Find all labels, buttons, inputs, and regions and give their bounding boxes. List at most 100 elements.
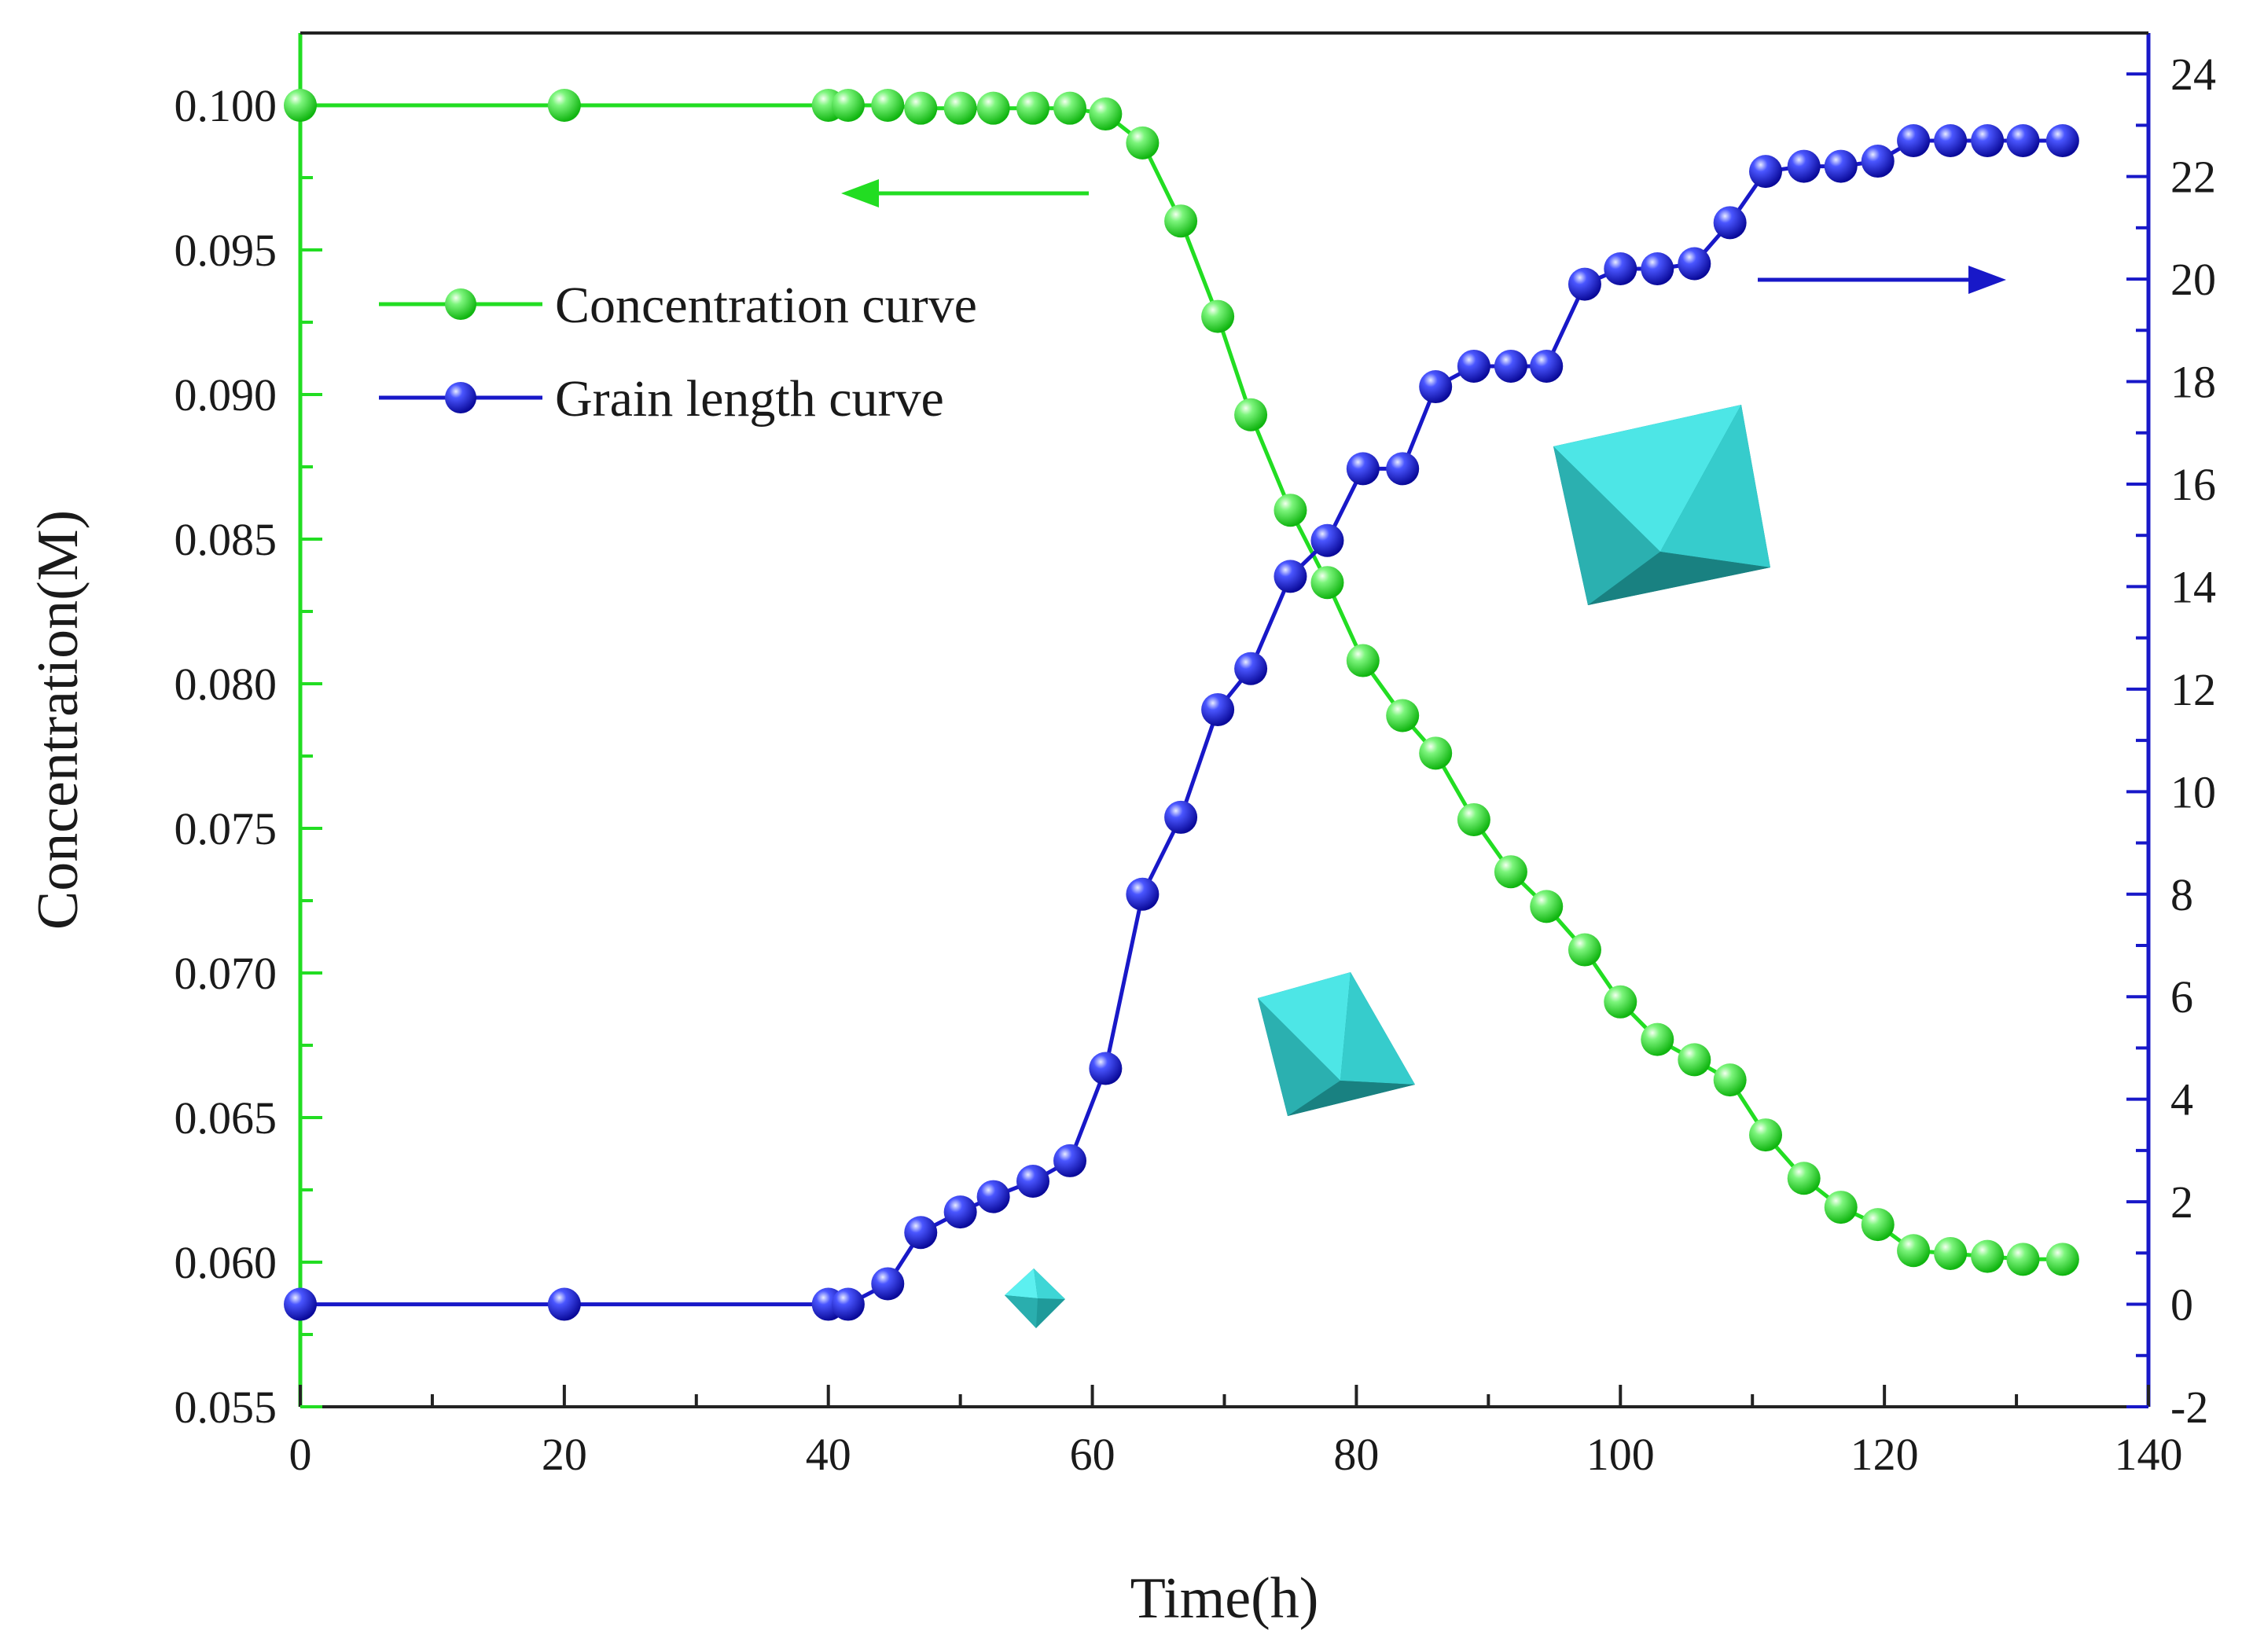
y2-tick-label: 12 [2170, 664, 2216, 715]
y-left-ticks: 0.055 0.060 0.065 0.070 0.075 0.080 0.085 0.090… [175, 80, 322, 1433]
x-tick-label: 60 [1070, 1429, 1115, 1480]
data-point [1386, 452, 1420, 486]
y2-tick-label: -2 [2170, 1382, 2208, 1433]
y-tick-label: 0.075 [175, 803, 277, 854]
data-point [1016, 1165, 1050, 1199]
x-ticks: 0 20 40 60 80 100 120 140 [289, 1385, 2183, 1480]
data-point [1971, 1239, 2005, 1273]
data-point [1386, 699, 1420, 732]
y2-tick-label: 22 [2170, 152, 2216, 203]
y-tick-label: 0.100 [175, 80, 277, 131]
y2-tick-label: 16 [2170, 459, 2216, 510]
data-point [943, 91, 977, 125]
data-point [284, 89, 317, 122]
grain-length-series [284, 123, 2079, 1321]
medium-crystal-image [1258, 972, 1415, 1116]
data-point [1787, 149, 1821, 183]
x-axis-title: Time(h) [1130, 1566, 1319, 1631]
data-point [1678, 1043, 1711, 1077]
data-point [284, 1287, 317, 1321]
y-tick-label: 0.085 [175, 514, 277, 565]
data-point [1713, 1063, 1747, 1097]
concentration-series [284, 89, 2079, 1276]
x-tick-label: 20 [542, 1429, 587, 1480]
x-tick-label: 120 [1851, 1429, 1919, 1480]
data-point [1530, 890, 1564, 923]
data-point [1201, 692, 1235, 726]
y2-tick-label: 14 [2170, 561, 2216, 612]
data-point [1016, 91, 1050, 125]
y-tick-label: 0.055 [175, 1382, 277, 1433]
data-point [1201, 299, 1235, 333]
y-tick-label: 0.065 [175, 1092, 277, 1144]
data-point [1971, 123, 2005, 157]
legend-item-grain: Grain length curve [379, 370, 944, 428]
data-point [1310, 566, 1344, 600]
data-point [904, 91, 938, 125]
legend: Concentration curve Grain length curve [379, 277, 977, 428]
x-tick-label: 40 [806, 1429, 851, 1480]
data-point [1824, 1191, 1858, 1224]
data-point [1530, 349, 1564, 383]
data-point [1234, 398, 1268, 431]
y-axis-title: Concentration(M) [26, 510, 90, 930]
data-point [831, 1287, 865, 1321]
data-point [1749, 1118, 1783, 1152]
large-crystal-image [1553, 405, 1770, 605]
data-point [2045, 123, 2079, 157]
x-tick-label: 100 [1586, 1429, 1655, 1480]
data-point [831, 89, 865, 122]
data-point [1053, 91, 1087, 125]
data-point [1678, 247, 1711, 281]
data-point [1713, 206, 1747, 240]
data-point [1310, 523, 1344, 557]
y-tick-label: 0.060 [175, 1237, 277, 1288]
data-point [976, 1180, 1010, 1213]
data-point [1568, 267, 1601, 301]
legend-label-grain: Grain length curve [555, 370, 944, 428]
y-tick-label: 0.095 [175, 225, 277, 276]
data-point [871, 89, 905, 122]
data-point [1346, 452, 1380, 486]
x-tick-label: 0 [289, 1429, 312, 1480]
data-point [1089, 97, 1123, 131]
data-point [1419, 370, 1453, 404]
y2-tick-label: 8 [2170, 869, 2193, 920]
y-tick-label: 0.080 [175, 659, 277, 710]
crystal-illustrations [1005, 405, 1770, 1328]
x-tick-label: 140 [2115, 1429, 2183, 1480]
legend-marker-concentration [445, 288, 476, 320]
data-point [1126, 126, 1160, 160]
data-point [1126, 877, 1160, 911]
data-point [1089, 1052, 1123, 1085]
data-point [1897, 1234, 1931, 1268]
data-point [1457, 349, 1490, 383]
legend-label-concentration: Concentration curve [555, 277, 977, 334]
y2-tick-label: 20 [2170, 254, 2216, 305]
data-point [1861, 145, 1895, 178]
data-point [1641, 1022, 1674, 1056]
data-point [943, 1195, 977, 1229]
data-point [1164, 204, 1198, 238]
data-point [976, 91, 1010, 125]
grain-axis-arrow [1758, 266, 2006, 294]
data-point [1568, 933, 1601, 967]
data-point [547, 1287, 581, 1321]
data-point [1604, 252, 1637, 286]
data-point [547, 89, 581, 122]
legend-item-concentration: Concentration curve [379, 277, 977, 334]
data-point [1934, 1236, 1968, 1270]
data-point [1861, 1208, 1895, 1242]
data-point [1053, 1144, 1087, 1177]
data-point [1934, 123, 1968, 157]
y-tick-label: 0.090 [175, 369, 277, 420]
data-point [871, 1267, 905, 1301]
concentration-axis-arrow [841, 179, 1089, 207]
y-tick-label: 0.070 [175, 948, 277, 999]
y2-tick-label: 2 [2170, 1177, 2193, 1228]
data-point [2045, 1243, 2079, 1276]
data-point [904, 1216, 938, 1250]
data-point [1824, 149, 1858, 183]
data-point [1641, 252, 1674, 286]
